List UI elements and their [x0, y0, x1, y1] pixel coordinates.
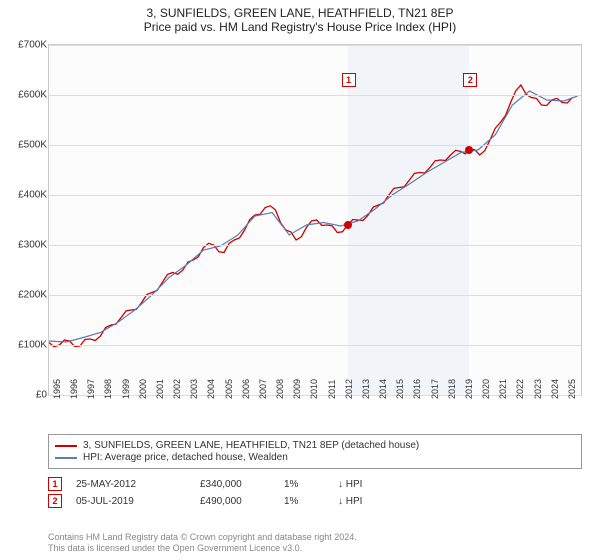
x-tick-label: 2011: [327, 380, 337, 399]
x-tick-label: 1999: [121, 379, 131, 399]
sale-date-1: 25-MAY-2012: [76, 479, 186, 490]
sale-dot: [465, 146, 473, 154]
y-tick-label: £100K: [1, 340, 47, 351]
x-tick-label: 2013: [361, 379, 371, 399]
x-tick-label: 2015: [395, 379, 405, 399]
chart-area: £0£100K£200K£300K£400K£500K£600K£700K199…: [48, 44, 582, 396]
y-tick-label: £300K: [1, 240, 47, 251]
x-tick-label: 2000: [138, 379, 148, 399]
y-tick-label: £200K: [1, 290, 47, 301]
x-tick-label: 2022: [515, 379, 525, 399]
sale-pct-2: 1%: [284, 496, 324, 507]
x-tick-label: 2025: [567, 379, 577, 399]
legend-label-series2: HPI: Average price, detached house, Weal…: [83, 452, 288, 463]
x-tick-label: 2008: [275, 379, 285, 399]
legend-label-series1: 3, SUNFIELDS, GREEN LANE, HEATHFIELD, TN…: [83, 440, 419, 451]
sale-date-2: 05-JUL-2019: [76, 496, 186, 507]
sale-marker-1: 1: [48, 477, 62, 491]
x-tick-label: 2003: [189, 379, 199, 399]
x-tick-label: 1997: [86, 379, 96, 399]
y-tick-label: £700K: [1, 40, 47, 51]
sale-pct-1: 1%: [284, 479, 324, 490]
chart-svg: [49, 45, 581, 395]
x-tick-label: 2021: [498, 379, 508, 399]
chart-subtitle: Price paid vs. HM Land Registry's House …: [0, 20, 600, 34]
legend-swatch-series2: [55, 457, 77, 459]
x-tick-label: 2010: [309, 379, 319, 399]
x-tick-label: 2002: [172, 379, 182, 399]
sale-marker-box: 2: [463, 73, 477, 87]
x-tick-label: 1998: [103, 379, 113, 399]
y-tick-label: £0: [1, 390, 47, 401]
x-tick-label: 2001: [155, 379, 165, 399]
x-tick-label: 2009: [292, 379, 302, 399]
sale-marker-box: 1: [342, 73, 356, 87]
legend: 3, SUNFIELDS, GREEN LANE, HEATHFIELD, TN…: [48, 434, 582, 469]
sale-price-1: £340,000: [200, 479, 270, 490]
x-tick-label: 2014: [378, 379, 388, 399]
x-tick-label: 2024: [550, 379, 560, 399]
sales-table: 1 25-MAY-2012 £340,000 1% ↓ HPI 2 05-JUL…: [48, 474, 582, 511]
sale-marker-2: 2: [48, 494, 62, 508]
x-tick-label: 2023: [533, 379, 543, 399]
x-tick-label: 2006: [241, 379, 251, 399]
x-tick-label: 1996: [69, 379, 79, 399]
sale-dot: [344, 221, 352, 229]
x-tick-label: 2007: [258, 379, 268, 399]
x-tick-label: 2016: [412, 379, 422, 399]
x-tick-label: 2020: [481, 379, 491, 399]
y-tick-label: £400K: [1, 190, 47, 201]
footer-attribution: Contains HM Land Registry data © Crown c…: [48, 532, 582, 555]
sale-dir-1: ↓ HPI: [338, 479, 362, 490]
sale-price-2: £490,000: [200, 496, 270, 507]
y-tick-label: £500K: [1, 140, 47, 151]
x-tick-label: 1995: [52, 379, 62, 399]
x-tick-label: 2018: [447, 379, 457, 399]
chart-title: 3, SUNFIELDS, GREEN LANE, HEATHFIELD, TN…: [0, 0, 600, 20]
x-tick-label: 2005: [224, 379, 234, 399]
legend-swatch-series1: [55, 445, 77, 447]
x-tick-label: 2012: [344, 379, 354, 399]
x-tick-label: 2019: [464, 379, 474, 399]
y-tick-label: £600K: [1, 90, 47, 101]
sale-dir-2: ↓ HPI: [338, 496, 362, 507]
x-tick-label: 2017: [430, 379, 440, 399]
x-tick-label: 2004: [206, 379, 216, 399]
